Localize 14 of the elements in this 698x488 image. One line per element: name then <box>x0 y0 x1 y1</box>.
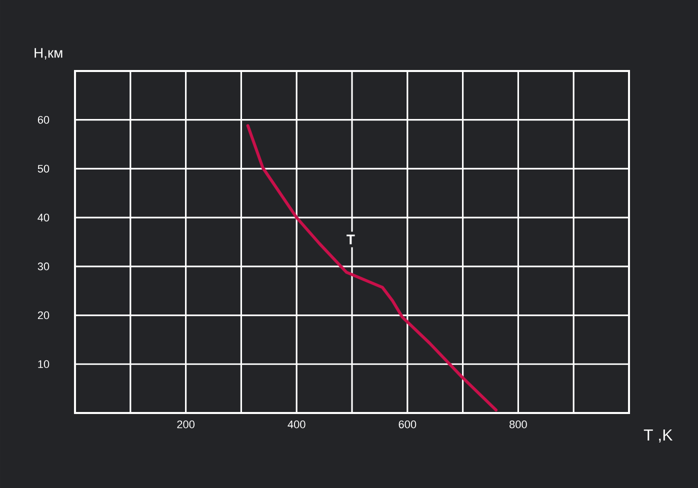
x-tick-label: 400 <box>288 420 306 428</box>
line-series <box>246 124 498 412</box>
x-tick-label: 600 <box>398 420 416 428</box>
y-axis-title: H,км <box>34 48 62 60</box>
y-tick-label: 60 <box>38 116 50 124</box>
y-tick-label: 20 <box>38 311 50 320</box>
x-tick-label: 200 <box>177 420 195 428</box>
y-tick-label: 50 <box>38 164 50 173</box>
series-label: T <box>346 234 355 244</box>
y-tick-label: 10 <box>38 360 50 368</box>
x-axis-title: T ,K <box>644 429 673 442</box>
y-tick-label: 30 <box>38 262 50 270</box>
x-tick-label: 800 <box>510 420 527 428</box>
y-tick-label: 40 <box>38 214 50 222</box>
